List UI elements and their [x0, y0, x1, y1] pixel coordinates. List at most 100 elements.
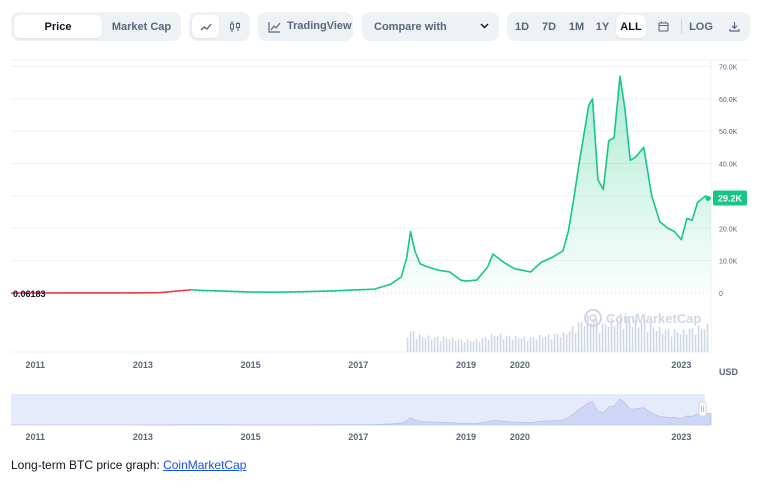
volume-bar	[502, 339, 505, 352]
volume-bar	[532, 337, 535, 352]
candlestick-icon	[229, 21, 240, 32]
x-tick-label: 2015	[241, 360, 261, 370]
navigator-series	[10, 398, 712, 426]
volume-bar	[490, 333, 493, 352]
volume-bar	[685, 334, 688, 352]
tab-market-cap[interactable]: Market Cap	[111, 20, 172, 33]
volume-bar	[526, 340, 529, 352]
volume-bar	[514, 335, 517, 352]
navigator-handle-right	[698, 401, 707, 417]
price-line	[191, 75, 712, 293]
volume-bar	[517, 338, 520, 352]
volume-bar	[448, 339, 451, 352]
current-price-dot	[705, 196, 711, 202]
caption-text: Long-term BTC price graph:	[11, 458, 164, 472]
y-tick-label: 60.0K	[719, 97, 738, 104]
volume-bar	[568, 331, 571, 352]
volume-bar	[574, 333, 577, 352]
currency-label: USD	[719, 367, 739, 377]
first-price-label: 0.06183	[13, 289, 46, 299]
x-tick-label: 2020	[510, 360, 530, 370]
volume-bar	[469, 340, 472, 352]
candlestick-button[interactable]	[221, 15, 248, 38]
volume-bar	[634, 319, 637, 352]
volume-bar	[433, 337, 436, 352]
volume-bar	[673, 329, 676, 352]
volume-bar	[511, 339, 514, 352]
volume-bar	[430, 339, 433, 352]
watermark-text: CoinMarketCap	[606, 311, 701, 326]
volume-bar	[421, 336, 424, 352]
volume-bar	[670, 336, 673, 352]
volume-bar	[700, 328, 703, 352]
y-tick-label: 0	[719, 291, 723, 298]
x-tick-label: 2011	[25, 360, 45, 370]
x-tick-label: 2019	[456, 360, 476, 370]
volume-bar	[571, 326, 574, 352]
volume-bar	[649, 322, 652, 352]
volume-bar	[451, 337, 454, 352]
volume-bar	[481, 338, 484, 352]
navigator-svg: 2011 2013 2015 2017 2019 2020 2023	[10, 394, 712, 442]
navigator-x-tick-label: 2015	[241, 432, 261, 442]
line-chart-button[interactable]	[192, 15, 219, 38]
range-1m-button[interactable]: 1M	[568, 20, 585, 33]
navigator-x-tick-label: 2011	[25, 432, 45, 442]
volume-bar	[535, 339, 538, 352]
volume-bar	[457, 339, 460, 352]
price-line-early	[10, 288, 192, 294]
volume-bar	[415, 339, 418, 352]
volume-bar	[592, 318, 595, 352]
volume-bar	[664, 329, 667, 352]
volume-bar	[499, 333, 502, 352]
volume-bar	[418, 334, 421, 352]
tradingview-label: TradingView	[287, 20, 352, 32]
compare-with-label: Compare with	[374, 20, 447, 33]
volume-bar	[439, 341, 442, 352]
volume-bar	[607, 326, 610, 352]
volume-bar	[460, 339, 463, 352]
range-1d-button[interactable]: 1D	[514, 20, 530, 33]
volume-bar	[505, 335, 508, 352]
volume-bar	[610, 317, 613, 352]
volume-bar	[691, 328, 694, 352]
volume-bar	[406, 337, 409, 352]
volume-bar	[604, 324, 607, 352]
current-price-badge	[713, 190, 747, 206]
volume-bar	[478, 341, 481, 352]
volume-bar	[613, 325, 616, 352]
volume-bar	[427, 335, 430, 352]
volume-bar	[493, 335, 496, 352]
x-tick-label: 2013	[133, 360, 153, 370]
navigator-x-tick-label: 2020	[510, 432, 530, 442]
coinmarketcap-link[interactable]: CoinMarketCap	[163, 458, 247, 472]
current-price-label: 29.2K	[718, 194, 743, 204]
range-1y-button[interactable]: 1Y	[595, 20, 610, 33]
volume-bar	[697, 324, 700, 352]
range-navigator[interactable]: 2011 2013 2015 2017 2019 2020 2023	[0, 392, 763, 446]
price-chart[interactable]: CoinMarketCap 010.0K20.0K30.0K40.0K50.0K…	[0, 52, 763, 387]
tradingview-button[interactable]: TradingView	[258, 12, 353, 41]
x-tick-label: 2017	[348, 360, 368, 370]
volume-bar	[682, 329, 685, 352]
range-all-button[interactable]: ALL	[616, 15, 646, 38]
watermark: CoinMarketCap	[584, 309, 701, 327]
volume-bar	[577, 322, 580, 352]
volume-bar	[541, 337, 544, 352]
download-button[interactable]	[721, 15, 747, 38]
log-scale-button[interactable]: LOG	[689, 20, 713, 33]
volume-bar	[547, 333, 550, 352]
compare-with-select[interactable]: Compare with	[362, 12, 499, 41]
volume-bar	[706, 323, 709, 352]
range-7d-button[interactable]: 7D	[541, 20, 557, 33]
volume-bar	[556, 334, 559, 352]
volume-bar	[616, 319, 619, 352]
volume-bar	[412, 331, 415, 352]
tab-price[interactable]: Price	[14, 15, 102, 38]
volume-bar	[643, 319, 646, 352]
calendar-button[interactable]	[650, 15, 676, 38]
volume-bar	[463, 342, 466, 352]
volume-bar	[544, 336, 547, 352]
toolbar-divider	[681, 19, 682, 34]
volume-bar	[601, 323, 604, 352]
